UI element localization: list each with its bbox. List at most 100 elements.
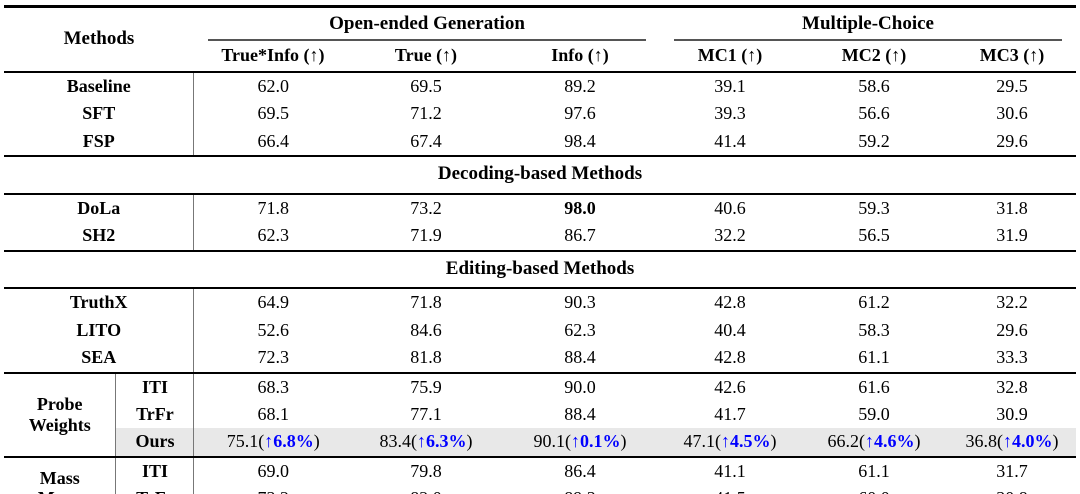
method-name: TruthX: [3, 288, 195, 317]
table-row: SH2 62.3 71.9 86.7 32.2 56.5 31.9: [3, 222, 1076, 251]
method-name: TrFr: [115, 400, 195, 429]
cell-info: 98.4: [564, 130, 596, 151]
cell-mc1: 32.2: [714, 225, 746, 246]
metric-value: 47.1: [683, 431, 716, 452]
table-row: TruthX 64.9 71.8 90.3 42.8 61.2 32.2: [3, 288, 1076, 317]
group-underline: Open-ended Generation: [207, 12, 647, 41]
cell-mc1: 39.1: [714, 76, 746, 97]
gain-percentage: ↑6.8%: [264, 431, 314, 452]
method-name: SFT: [3, 100, 195, 128]
col-header-info: Info (↑): [499, 41, 661, 74]
table-body: Baseline 62.0 69.5 89.2 39.1 58.6 29.5 SFT 69.5 7…: [3, 72, 1077, 494]
cell-mc3: 29.5: [996, 76, 1028, 97]
method-name: ITI: [115, 371, 195, 401]
cell-info: 90.0: [499, 371, 661, 401]
table-row: DoLa 71.8 73.2 98.0 40.6 59.3 31.8: [3, 193, 1076, 223]
group-header-open-ended-generation: Open-ended Generation: [194, 7, 660, 42]
cell-info: 88.4: [564, 347, 596, 368]
col-header-mc1: MC1 (↑): [660, 41, 801, 74]
cell-mc2: 56.5: [858, 225, 890, 246]
cell-true: 82.0: [352, 485, 500, 494]
cell-info: 62.3: [564, 319, 596, 340]
table-row: Probe Weights ITI 68.3 75.9 90.0 42.6 61.6 32.8: [3, 371, 1077, 457]
cell-true-info: 66.4: [257, 130, 289, 151]
cell-mc2: 61.2: [858, 292, 890, 313]
cell-true-info: 69.5: [257, 103, 289, 124]
cell-true-info: 71.8: [257, 197, 289, 218]
cell-true: 84.6: [410, 319, 442, 340]
gain-percentage: ↑4.5%: [721, 431, 771, 452]
methods-column-header: Methods: [3, 6, 194, 74]
cell-mc2: 58.3: [858, 319, 890, 340]
cell-true: 71.9: [410, 225, 442, 246]
metric-value: 36.8: [965, 431, 998, 452]
cell-true: 67.4: [410, 130, 442, 151]
table-header: Methods Open-ended Generation Multiple-C…: [3, 6, 1077, 74]
method-name: Ours: [115, 428, 195, 457]
method-group-label: Probe Weights: [3, 371, 117, 457]
cell-true-info: 64.9: [257, 292, 289, 313]
table-row: SFT 69.5 71.2 97.6 39.3 56.6 30.6: [3, 100, 1076, 128]
section-banner-row: Editing-based Methods: [3, 249, 1077, 290]
table-row: SEA 72.3 81.8 88.4 42.8 61.1 33.3: [3, 344, 1076, 373]
results-table: Methods Open-ended Generation Multiple-C…: [3, 5, 1077, 494]
cell-true-info: 68.1: [257, 403, 289, 424]
cell-mc2: 59.3: [858, 197, 890, 218]
cell-true: 71.2: [410, 103, 442, 124]
gain-percentage: ↑0.1%: [571, 431, 621, 452]
cell-info: 89.3: [500, 485, 660, 494]
section-banner-label: Decoding-based Methods: [3, 155, 1077, 195]
table-row: LITO 52.6 84.6 62.3 40.4 58.3 29.6: [3, 316, 1076, 345]
cell-mc2: 58.6: [858, 76, 890, 97]
method-name: Baseline: [3, 72, 195, 101]
cell-info: 90.1(↑0.1%): [499, 428, 661, 457]
method-name: LITO: [3, 316, 195, 345]
cell-mc3: 32.2: [996, 292, 1028, 313]
gain-percentage: ↑6.3%: [416, 431, 467, 452]
cell-mc3: 30.9: [996, 403, 1028, 424]
cell-mc3: 30.8: [948, 485, 1076, 494]
cell-true: 79.8: [351, 455, 500, 486]
cell-mc1: 42.8: [714, 347, 746, 368]
cell-mc3: 36.8(↑4.0%): [948, 428, 1077, 457]
table-row: FSP 66.4 67.4 98.4 41.4 59.2 29.6: [3, 127, 1076, 157]
cell-info: 88.4: [564, 403, 596, 424]
method-group-label: Mass Mean Shifts: [3, 455, 117, 494]
col-header-mc2: MC2 (↑): [800, 41, 949, 74]
cell-true: 83.4(↑6.3%): [351, 428, 500, 457]
cell-mc2: 56.6: [858, 103, 890, 124]
section-banner-row: Decoding-based Methods: [3, 155, 1077, 195]
metric-value: 83.4: [379, 431, 411, 452]
cell-true: 73.2: [410, 197, 442, 218]
cell-mc2: 59.2: [858, 130, 890, 151]
table-row: TrFr 68.1 77.1 88.4 41.7 59.0 30.9: [4, 400, 1076, 429]
cell-mc1: 41.4: [714, 130, 746, 151]
cell-info: 89.2: [564, 76, 596, 97]
cell-true: 81.8: [410, 347, 442, 368]
metric-value: 90.1: [533, 431, 566, 452]
cell-mc2: 61.1: [858, 347, 890, 368]
col-header-mc3: MC3 (↑): [948, 41, 1077, 74]
cell-true-info: 68.3: [193, 371, 352, 401]
cell-info: 98.0: [500, 194, 660, 222]
cell-true: 75.9: [351, 371, 500, 401]
cell-mc2: 61.1: [800, 455, 949, 486]
metric-value: 98.0: [564, 197, 596, 218]
cell-true-info: 62.3: [257, 225, 289, 246]
cell-mc3: 31.7: [948, 455, 1077, 486]
cell-mc1: 42.8: [714, 292, 746, 313]
table-row: TrFr73.282.089.341.560.030.8: [4, 485, 1076, 494]
cell-mc1: 41.5: [660, 485, 800, 494]
cell-info: 97.6: [564, 103, 596, 124]
cell-true-info: 69.0: [193, 455, 352, 486]
cell-mc2: 66.2(↑4.6%): [800, 428, 949, 457]
cell-info: 90.3: [564, 292, 596, 313]
col-header-true-info: True*Info (↑): [193, 41, 352, 74]
cell-mc2: 61.6: [800, 371, 949, 401]
group-header-label: Open-ended Generation: [329, 13, 525, 34]
cell-mc1: 42.6: [660, 371, 801, 401]
cell-true-info: 62.0: [257, 76, 289, 97]
cell-info: 86.4: [499, 455, 661, 486]
method-name: TrFr: [115, 485, 195, 494]
column-header-row: True*Info (↑) True (↑) Info (↑) MC1 (↑) …: [4, 41, 1077, 74]
